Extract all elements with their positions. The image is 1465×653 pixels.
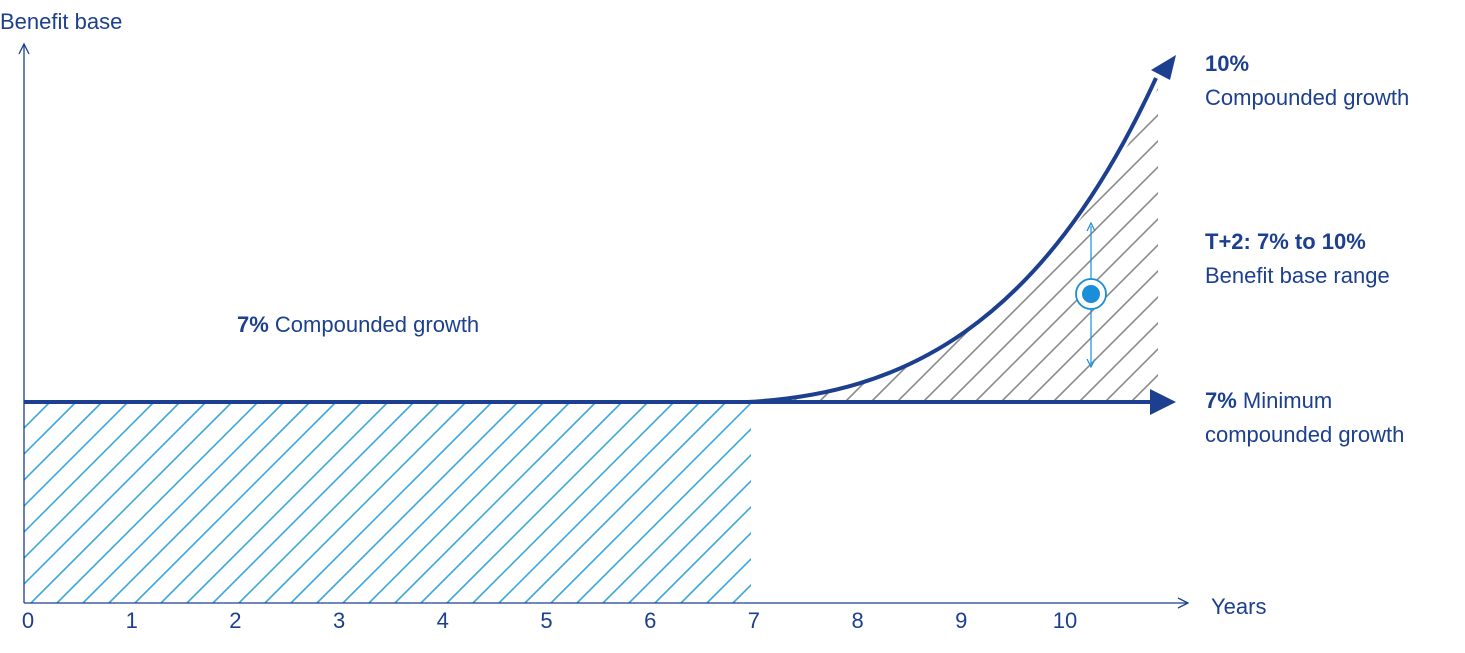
hatch-line [24, 402, 103, 482]
x-tick-label: 2 [229, 608, 242, 633]
minimum-rate: 7% [1205, 388, 1237, 413]
hatch-line [134, 402, 337, 603]
hatch-line [394, 402, 597, 603]
top-curve-text: Compounded growth [1205, 85, 1410, 110]
x-axis-label: Years [1211, 594, 1267, 619]
hatch-line [751, 88, 934, 402]
hatch-line [1078, 88, 1158, 402]
hatch-line [316, 402, 519, 603]
hatch-line [160, 402, 363, 603]
hatch-line [238, 402, 441, 603]
y-axis-label: Benefit base [0, 9, 123, 34]
hatch-line [24, 402, 25, 404]
hatch-line [186, 402, 389, 603]
range-text: Benefit base range [1205, 263, 1390, 288]
hatch-line [524, 402, 727, 603]
hatch-line [82, 402, 285, 603]
compounded-7-label: 7% Compounded growth [237, 312, 479, 338]
x-tick-label: 1 [125, 608, 138, 633]
hatch-line [751, 88, 960, 402]
hatch-line [1052, 88, 1158, 402]
compounded-growth-arrowhead-icon [1151, 55, 1176, 80]
range-up-arrow-icon [1086, 221, 1096, 232]
hatch-line [751, 88, 908, 402]
hatch-line [24, 402, 129, 508]
hatch-line [759, 402, 960, 603]
compounded-growth-curve [746, 77, 1158, 404]
x-tick-label: 0 [21, 608, 35, 633]
hatch-line [24, 402, 155, 534]
hatch-line [446, 402, 649, 603]
x-tick-label: 6 [644, 608, 657, 633]
hatch-line [751, 88, 1064, 402]
hatch-line [550, 402, 751, 603]
hatch-line [732, 583, 751, 603]
x-tick-label: 3 [332, 608, 346, 633]
minimum-growth-hatch-area [24, 402, 960, 603]
x-tick-label: 5 [540, 608, 553, 633]
hatch-line [654, 505, 751, 603]
minimum-growth-arrowhead-icon [1150, 389, 1176, 415]
x-tick-label: 9 [955, 608, 968, 633]
hatch-line [751, 88, 778, 402]
hatch-line [420, 402, 623, 603]
top-curve-label: 10% Compounded growth [1205, 47, 1409, 115]
hatch-line [751, 88, 752, 402]
x-tick-label: 4 [436, 608, 449, 633]
hatch-line [922, 88, 1158, 402]
hatch-line [290, 402, 493, 603]
hatch-line [472, 402, 675, 603]
hatch-line [751, 88, 856, 402]
hatch-line [628, 479, 751, 603]
compounded-7-rate: 7% [237, 312, 269, 337]
hatch-line [212, 402, 415, 603]
hatch-line [576, 427, 751, 603]
range-label: T+2: 7% to 10% Benefit base range [1205, 225, 1390, 293]
minimum-text-line2: compounded growth [1205, 422, 1405, 447]
hatch-line [792, 88, 1116, 402]
hatch-line [818, 88, 1142, 402]
benefit-range-indicator [1075, 221, 1107, 369]
range-title: T+2: 7% to 10% [1205, 229, 1366, 254]
hatch-line [751, 88, 1012, 402]
x-tick-label: 10 [1052, 608, 1078, 633]
hatch-line [706, 557, 751, 603]
hatch-line [24, 402, 51, 430]
hatch-line [751, 88, 882, 402]
hatch-line [108, 402, 311, 603]
minimum-label: 7% Minimum compounded growth [1205, 384, 1404, 452]
hatch-line [974, 88, 1158, 402]
hatch-line [751, 88, 1038, 402]
hatch-line [680, 531, 751, 603]
hatch-line [844, 88, 1158, 402]
top-curve-rate: 10% [1205, 51, 1250, 76]
y-axis-arrow-icon [18, 42, 30, 55]
hatch-line [602, 453, 751, 603]
x-tick-label: 8 [851, 608, 864, 633]
range-down-arrow-icon [1086, 358, 1096, 369]
hatch-line [498, 402, 701, 603]
x-tick-label: 7 [747, 608, 761, 633]
hatch-line [751, 88, 986, 402]
minimum-text-line1: Minimum [1242, 388, 1333, 413]
hatch-line [56, 402, 259, 603]
x-axis-arrow-icon [1177, 597, 1190, 609]
hatch-line [751, 88, 830, 402]
hatch-line [1000, 88, 1158, 402]
hatch-line [342, 402, 545, 603]
hatch-line [948, 88, 1158, 402]
hatch-line [870, 88, 1158, 402]
hatch-line [24, 402, 181, 560]
hatch-line [368, 402, 571, 603]
hatch-line [1026, 88, 1158, 402]
hatch-line [30, 402, 233, 603]
hatch-line [24, 402, 207, 586]
compounded-7-text: Compounded growth [274, 312, 480, 337]
hatch-line [264, 402, 467, 603]
hatch-line [751, 88, 804, 402]
hatch-line [24, 402, 77, 456]
